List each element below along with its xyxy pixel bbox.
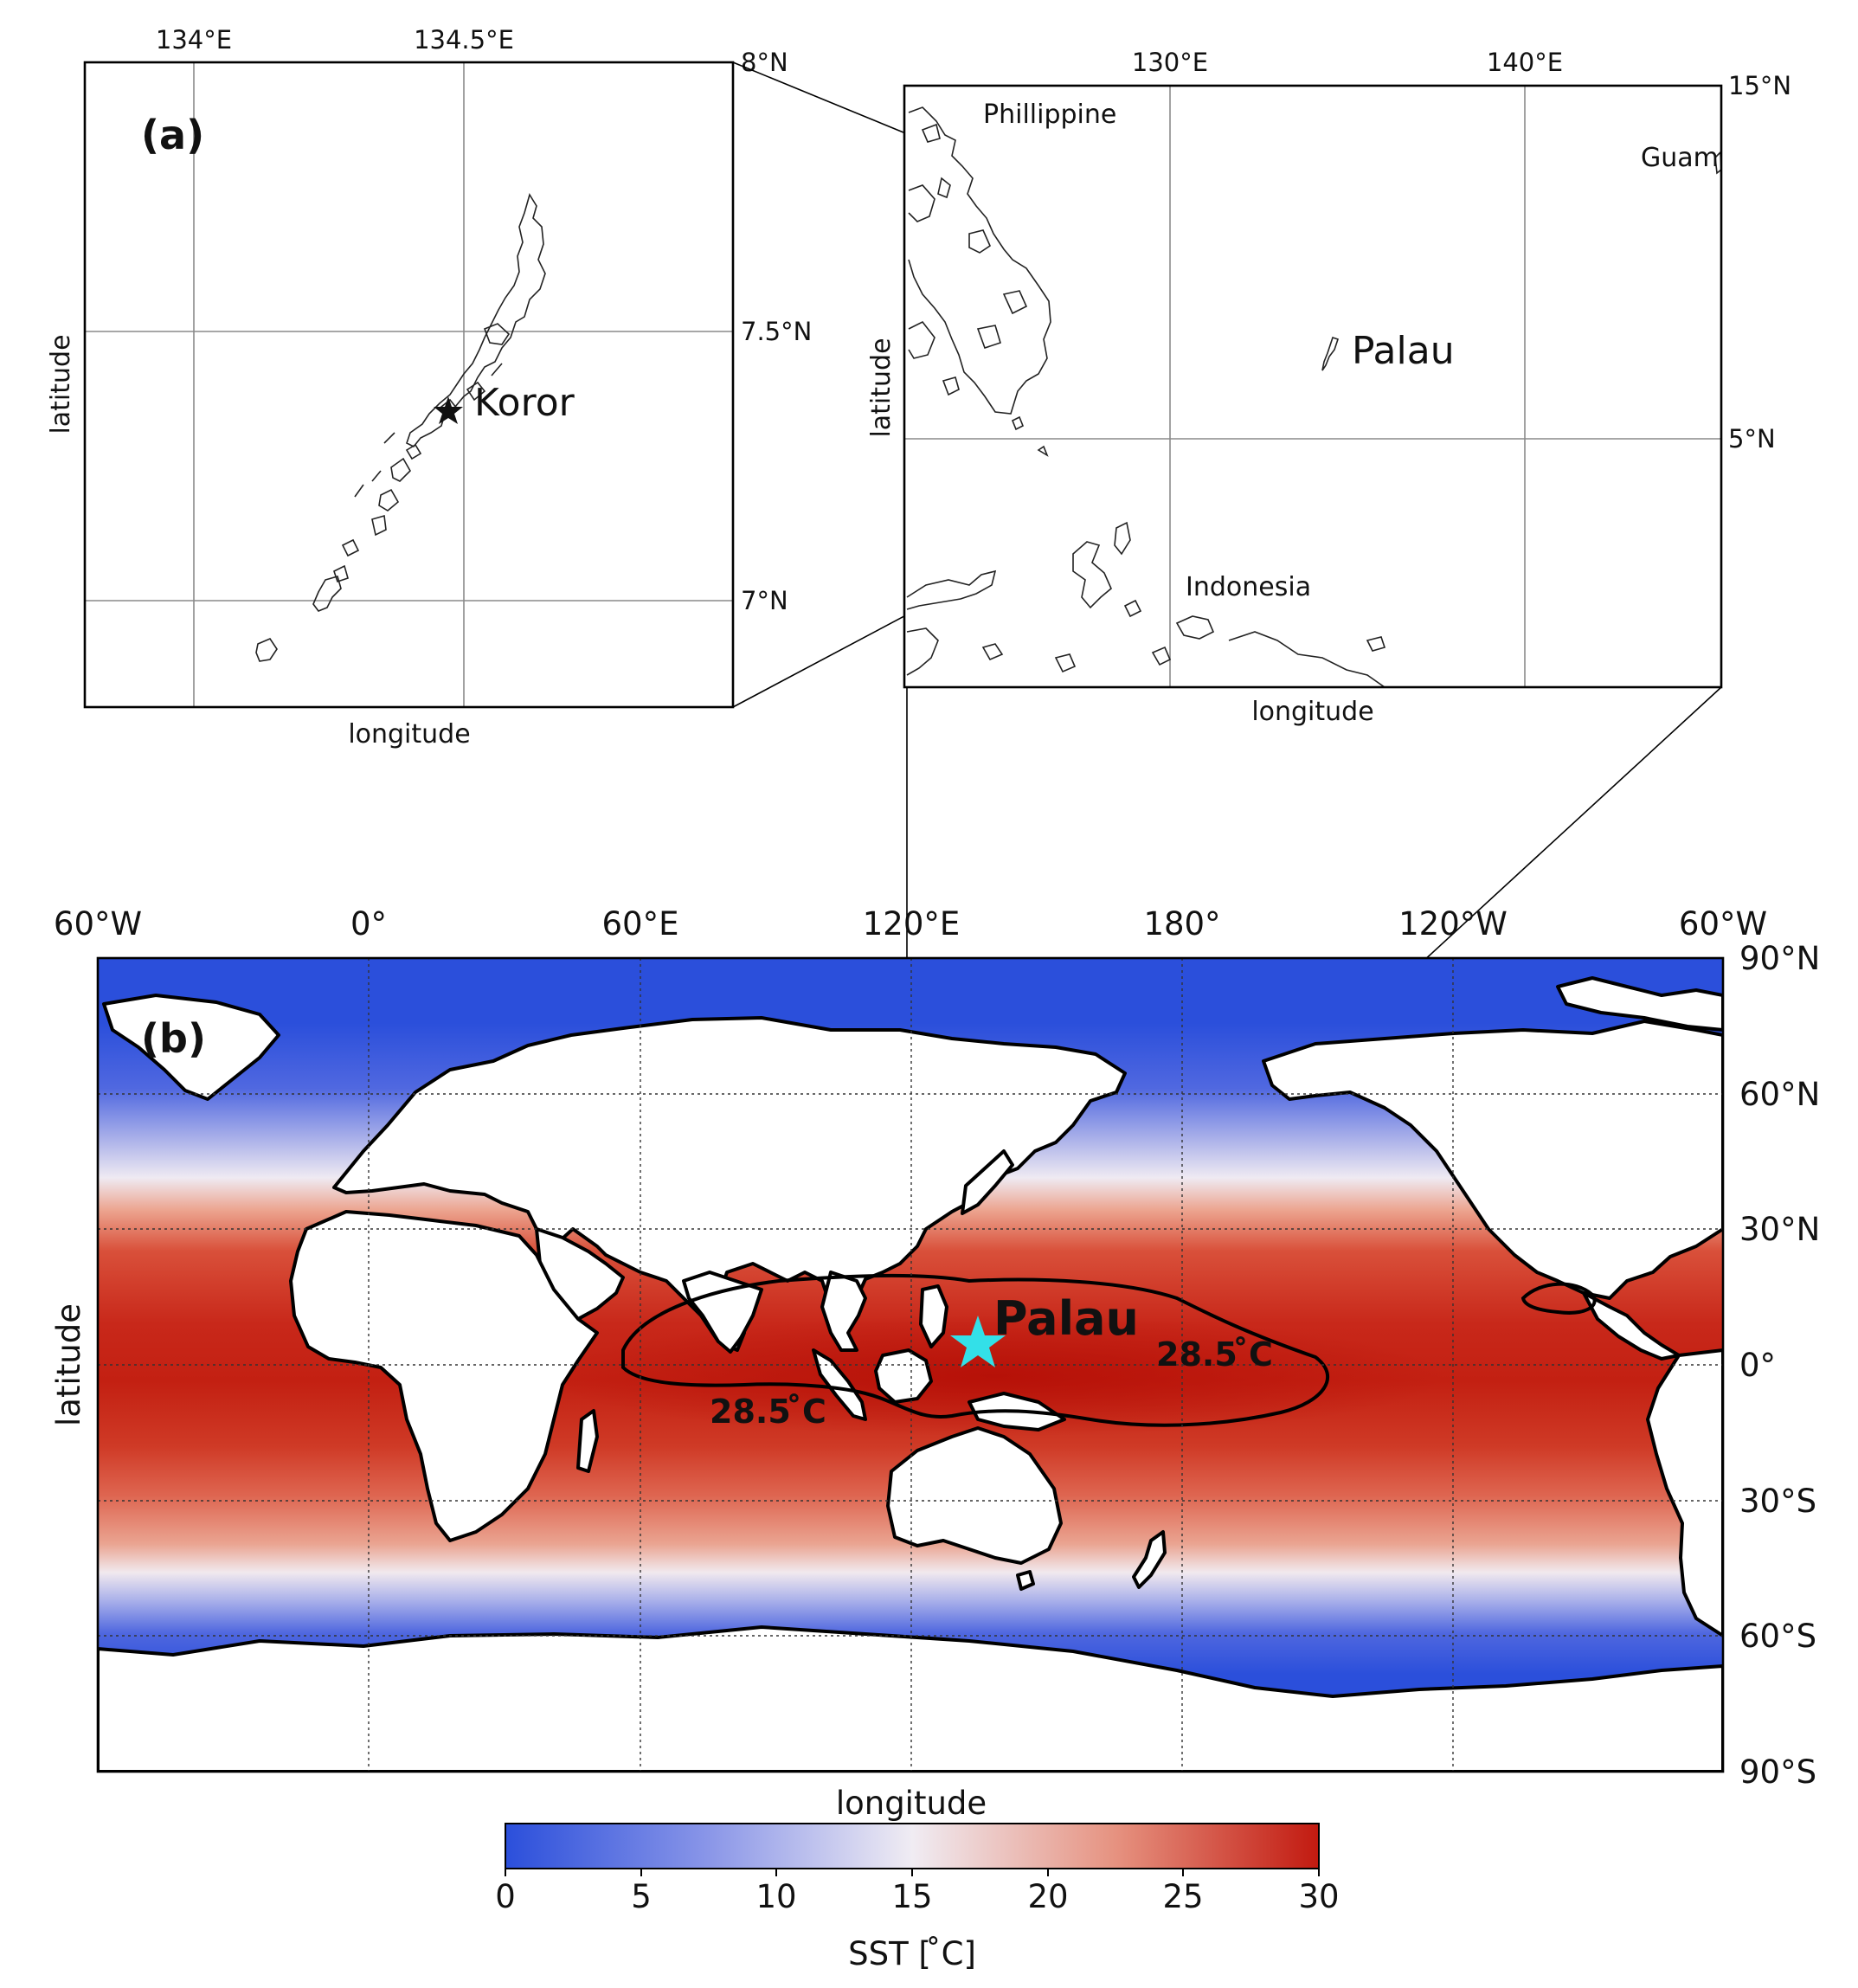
greenland bbox=[102, 994, 280, 1101]
warm-pool-shading bbox=[545, 1316, 1445, 1437]
panel-b-y-tick: 90°N bbox=[1739, 940, 1820, 977]
panel-a-xlabel: longitude bbox=[348, 719, 470, 750]
panel-region-gridlines bbox=[904, 86, 1721, 687]
japan bbox=[961, 1149, 1014, 1215]
colorbar-bar bbox=[505, 1823, 1320, 1869]
panel-a-x-ticks: 134°E 134.5°E bbox=[156, 25, 514, 55]
contour-label-west: 28.5 ̊C bbox=[710, 1393, 826, 1431]
panel-b-y-tick: 60°S bbox=[1739, 1618, 1816, 1655]
panel-a-y-tick: 8°N bbox=[741, 48, 788, 77]
panel-b-y-ticks: 90°N 60°N 30°N 0° 30°S 60°S 90°S bbox=[1739, 940, 1820, 1791]
panel-a-ylabel: latitude bbox=[46, 334, 76, 434]
panel-b: Palau 28.5 ̊C 28.5 ̊C (b) 60°W 0° 60°E 1… bbox=[50, 905, 1820, 1822]
borneo bbox=[874, 1348, 933, 1404]
indonesia-label: Indonesia bbox=[1186, 572, 1311, 602]
colorbar-tick: 15 bbox=[891, 1878, 932, 1915]
contour-label-east: 28.5 ̊C bbox=[1156, 1335, 1273, 1374]
panel-a-frame bbox=[83, 61, 735, 709]
palau-islands-outline bbox=[255, 193, 546, 662]
panel-b-label: (b) bbox=[141, 1015, 206, 1062]
philippines-b bbox=[919, 1284, 948, 1348]
colorbar-ticks: 0 5 10 15 20 25 30 bbox=[495, 1878, 1339, 1915]
indonesia-coastline bbox=[906, 521, 1386, 687]
panel-region-y-tick: 15°N bbox=[1728, 71, 1791, 100]
panel-region: Phillippine Guam Palau Indonesia 130°E 1… bbox=[866, 48, 1791, 727]
colorbar-tick: 0 bbox=[495, 1878, 516, 1915]
panel-b-x-tick: 180° bbox=[1143, 905, 1220, 943]
guam-outline bbox=[1714, 151, 1721, 175]
panel-region-x-tick: 140°E bbox=[1487, 48, 1563, 77]
guam-label: Guam bbox=[1641, 143, 1719, 173]
madagascar bbox=[576, 1409, 599, 1473]
arctic-islands bbox=[1556, 976, 1723, 1032]
panel-b-x-tick: 120°W bbox=[1398, 905, 1508, 943]
new-zealand bbox=[1132, 1530, 1167, 1589]
contour-28-5 bbox=[621, 1273, 1330, 1427]
panel-a-y-tick: 7°N bbox=[741, 586, 788, 615]
palau-star-icon bbox=[950, 1316, 1006, 1367]
panel-b-x-ticks: 60°W 0° 60°E 120°E 180° 120°W 60°W bbox=[54, 905, 1767, 943]
australia bbox=[886, 1426, 1063, 1565]
colorbar-tick-marks bbox=[505, 1869, 1320, 1876]
panel-b-x-tick: 60°W bbox=[1679, 905, 1767, 943]
koror-star-icon bbox=[434, 396, 463, 424]
sumatra bbox=[812, 1348, 867, 1421]
panel-region-frame bbox=[903, 84, 1723, 689]
panel-b-gridlines bbox=[98, 958, 1723, 1772]
panel-a-label: (a) bbox=[141, 112, 204, 158]
philippine-label: Phillippine bbox=[983, 100, 1116, 130]
panel-a: Koror (a) 134°E 134.5°E 8°N 7.5°N 7°N lo… bbox=[46, 25, 812, 750]
panel-region-y-tick: 5°N bbox=[1728, 424, 1776, 454]
colorbar-tick: 5 bbox=[631, 1878, 652, 1915]
panel-region-x-tick: 130°E bbox=[1132, 48, 1208, 77]
contour-28-5-atlantic bbox=[1520, 1282, 1597, 1315]
colorbar-tick: 25 bbox=[1162, 1878, 1203, 1915]
panel-b-ylabel: latitude bbox=[50, 1303, 87, 1426]
india bbox=[682, 1271, 763, 1354]
antarctica bbox=[98, 1625, 1723, 1772]
africa bbox=[289, 1210, 599, 1542]
panel-b-x-tick: 120°E bbox=[863, 905, 961, 943]
panel-region-xlabel: longitude bbox=[1251, 697, 1373, 727]
panel-b-x-tick: 60°W bbox=[54, 905, 142, 943]
panel-b-x-tick: 0° bbox=[350, 905, 387, 943]
colorbar-tick: 20 bbox=[1027, 1878, 1068, 1915]
palau-label-b: Palau bbox=[993, 1291, 1139, 1346]
panel-region-ylabel: latitude bbox=[866, 338, 897, 437]
philippines-coastline bbox=[908, 106, 1051, 457]
panel-b-y-tick: 30°N bbox=[1739, 1211, 1820, 1248]
panel-b-xlabel: longitude bbox=[836, 1785, 987, 1822]
panel-a-y-tick: 7.5°N bbox=[741, 317, 812, 346]
palau-label-region: Palau bbox=[1352, 329, 1455, 373]
panel-a-y-ticks: 8°N 7.5°N 7°N bbox=[741, 48, 812, 615]
colorbar-label: SST [ ̊C] bbox=[848, 1935, 976, 1972]
koror-label: Koror bbox=[474, 381, 575, 425]
colorbar-tick: 10 bbox=[755, 1878, 796, 1915]
panel-b-y-tick: 90°S bbox=[1739, 1753, 1816, 1791]
panel-b-y-tick: 0° bbox=[1739, 1347, 1776, 1384]
panel-b-y-tick: 30°S bbox=[1739, 1483, 1816, 1520]
colorbar: 0 5 10 15 20 25 30 SST [ ̊C] bbox=[495, 1823, 1340, 1972]
panel-b-y-tick: 60°N bbox=[1739, 1076, 1820, 1113]
panel-a-x-tick: 134°E bbox=[156, 25, 232, 55]
southeast-asia bbox=[820, 1271, 867, 1352]
panel-a-x-tick: 134.5°E bbox=[414, 25, 514, 55]
panel-a-gridlines bbox=[85, 62, 733, 707]
south-america bbox=[1646, 1348, 1723, 1637]
panel-region-x-ticks: 130°E 140°E bbox=[1132, 48, 1563, 77]
palau-outline-region bbox=[1321, 336, 1340, 371]
panel-b-frame bbox=[96, 956, 1725, 1773]
panel-region-y-ticks: 15°N 5°N bbox=[1728, 71, 1791, 454]
panel-b-x-tick: 60°E bbox=[602, 905, 679, 943]
tasmania bbox=[1016, 1570, 1035, 1591]
colorbar-tick: 30 bbox=[1298, 1878, 1339, 1915]
